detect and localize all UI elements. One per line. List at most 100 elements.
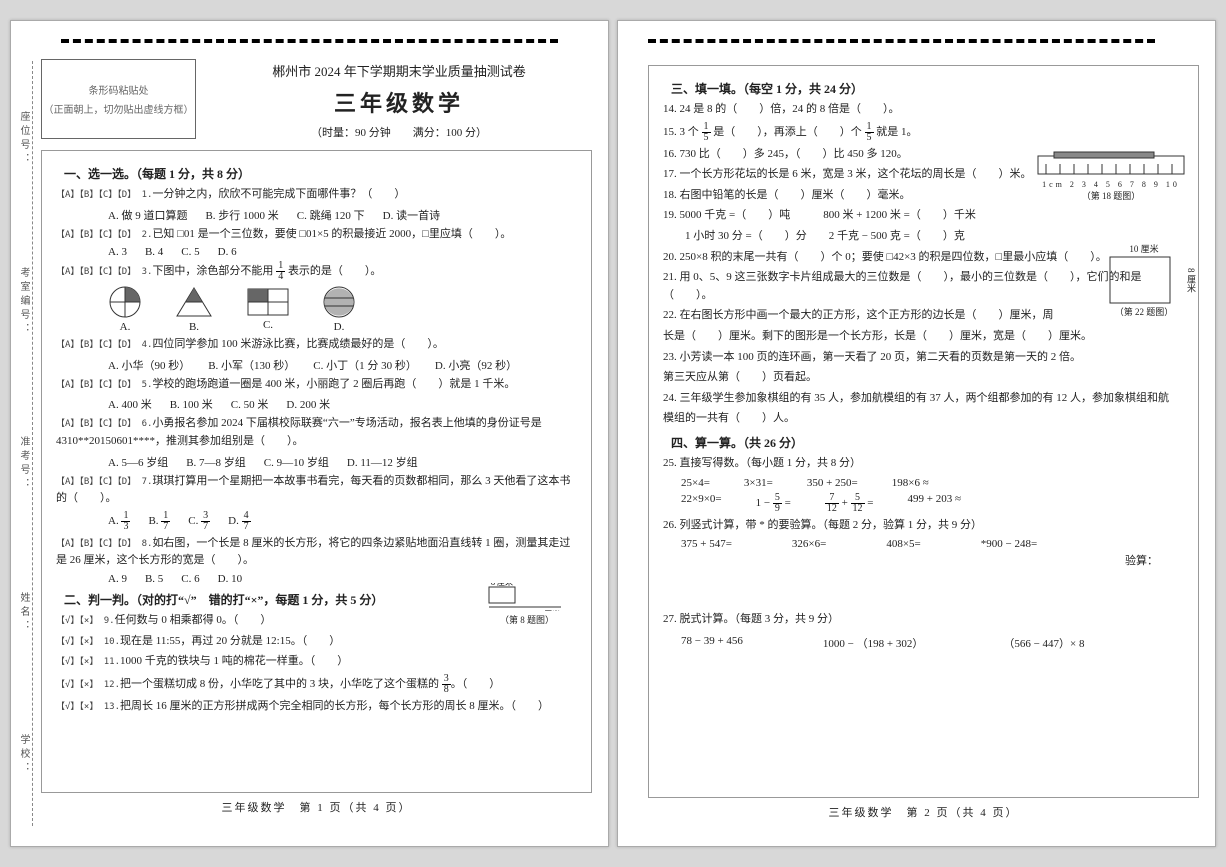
q1: 【A】【B】【C】【D】 1.一分钟之内，欣欣不可能完成下面哪件事？（ ） xyxy=(56,186,581,204)
q6: 【A】【B】【C】【D】 6.小勇报名参加 2024 下届棋校际联赛“六一”专场… xyxy=(56,415,581,450)
page-2: 三、填一填。（每空 1 分，共 24 分） 14. 24 是 8 的（ ）倍，2… xyxy=(617,20,1216,847)
q7-bubbles[interactable]: 【A】【B】【C】【D】 7. xyxy=(56,475,152,489)
q5-opt-c: C. 50 米 xyxy=(231,396,269,412)
content-frame-2: 三、填一填。（每空 1 分，共 24 分） 14. 24 是 8 的（ ）倍，2… xyxy=(648,65,1199,798)
q10-text: 现在是 11:55，再过 20 分就是 12:15。（ ） xyxy=(120,635,340,647)
q8-opt-b: B. 5 xyxy=(145,573,163,585)
rect-10x8-icon xyxy=(1108,255,1172,305)
q4-opt-b: B. 小军（130 秒） xyxy=(208,357,295,373)
fig8: 8 厘米26 厘米 （第 8 题图） xyxy=(487,583,567,626)
calc-5: 22×9×0= xyxy=(681,493,722,514)
q9-text: 任何数与 0 相乘都得 0。（ ） xyxy=(115,614,272,626)
q24b: 模组的一共有（ ）人。 xyxy=(663,410,1188,428)
side-label-examno: 准考号： xyxy=(16,436,31,492)
q4-opt-c: C. 小丁（1 分 30 秒） xyxy=(313,357,417,373)
calc-12: *900 − 248= xyxy=(981,538,1037,550)
q24a: 24. 三年级学生参加象棋组的有 35 人，参加航模组的有 37 人，两个组都参… xyxy=(663,390,1188,408)
section4-head: 四、算一算。（共 26 分） xyxy=(671,434,1188,451)
q26-row: 375 + 547= 326×6= 408×5= *900 − 248= xyxy=(681,538,1188,550)
q8: 【A】【B】【C】【D】 8.如右图，一个长是 8 厘米的长方形，将它的四条边紧… xyxy=(56,535,581,570)
q1-opt-a: A. 做 9 道口算题 xyxy=(108,207,187,223)
q2: 【A】【B】【C】【D】 2.已知 □01 是一个三位数，要使 □01×5 的积… xyxy=(56,226,581,244)
verify-label: 验算： xyxy=(659,552,1158,568)
q13-bubbles[interactable]: 【√】【×】 13. xyxy=(56,700,120,714)
q1-bubbles[interactable]: 【A】【B】【C】【D】 1. xyxy=(56,188,152,202)
barcode-placeholder: 条形码粘贴处 （正面朝上，切勿贴出虚线方框） xyxy=(41,59,196,139)
q8-opt-a: A. 9 xyxy=(108,573,127,585)
q3-shape-d: D. xyxy=(322,285,356,333)
q7: 【A】【B】【C】【D】 7.琪琪打算用一个星期把一本故事书看完，每天看的页数都… xyxy=(56,473,581,508)
barcode-line2: （正面朝上，切勿贴出虚线方框） xyxy=(44,101,194,116)
q8-opt-d: D. 10 xyxy=(218,573,242,585)
q6-bubbles[interactable]: 【A】【B】【C】【D】 6. xyxy=(56,417,152,431)
q2-bubbles[interactable]: 【A】【B】【C】【D】 2. xyxy=(56,228,152,242)
circle-quarter-icon xyxy=(108,285,142,319)
q3-label-c: C. xyxy=(263,319,273,331)
q22b: 长是（ ）厘米。剩下的图形是一个长方形，长是（ ）厘米，宽是（ ）厘米。 xyxy=(663,328,1188,346)
expr-3: （566 − 447）× 8 xyxy=(1003,635,1084,651)
q2-opt-c: C. 5 xyxy=(181,246,199,258)
q5-opts: A. 400 米 B. 100 米 C. 50 米 D. 200 米 xyxy=(108,396,581,412)
calc-3: 350 + 250= xyxy=(807,477,858,489)
q25-row1: 25×4= 3×31= 350 + 250= 198×6 ≈ xyxy=(681,477,1188,489)
q2-opts: A. 3 B. 4 C. 5 D. 6 xyxy=(108,246,581,258)
header-row: 条形码粘贴处 （正面朝上，切勿贴出虚线方框） 郴州市 2024 年下学期期末学业… xyxy=(41,59,592,140)
q7-opt-a: A. 13 xyxy=(108,511,130,532)
q3-shape-b: B. xyxy=(174,285,214,333)
fig22-right: 8 厘米 xyxy=(1185,268,1198,293)
q4: 【A】【B】【C】【D】 4.四位同学参加 100 米游泳比赛，比赛成绩最好的是… xyxy=(56,336,581,354)
ruler-caption: （第 18 题图） xyxy=(1036,189,1186,202)
q4-text: 四位同学参加 100 米游泳比赛，比赛成绩最好的是（ ）。 xyxy=(152,338,444,350)
page-spread: 座位号： 考室编号： 准考号： 姓名： 学校： 条形码粘贴处 （正面朝上，切勿贴… xyxy=(10,20,1216,847)
q4-opt-a: A. 小华（90 秒） xyxy=(108,357,190,373)
q23a: 23. 小芳读一本 100 页的连环画，第一天看了 20 页，第二天看的页数是第… xyxy=(663,349,1188,367)
q7-opt-c: C. 37 xyxy=(188,511,210,532)
q3-text-a: 下图中，涂色部分不能用 xyxy=(152,265,276,277)
q11: 【√】【×】 11.1000 千克的铁块与 1 吨的棉花一样重。（ ） xyxy=(56,653,581,671)
q7-opt-b: B. 17 xyxy=(148,511,170,532)
q2-opt-d: D. 6 xyxy=(218,246,237,258)
calc-8: 499 + 203 ≈ xyxy=(908,493,962,514)
calc-4: 198×6 ≈ xyxy=(892,477,929,489)
calc-9: 375 + 547= xyxy=(681,538,732,550)
q5: 【A】【B】【C】【D】 5.学校的跑场跑道一圈是 400 米，小丽跑了 2 圈… xyxy=(56,376,581,394)
fig22-top: 10 厘米 xyxy=(1108,242,1180,255)
q1-text: 一分钟之内，欣欣不可能完成下面哪件事？（ ） xyxy=(152,188,405,200)
q12-bubbles[interactable]: 【√】【×】 12. xyxy=(56,678,120,692)
q6-opt-b: B. 7—8 岁组 xyxy=(186,454,246,470)
svg-text:8 厘米: 8 厘米 xyxy=(491,583,513,587)
q8-bubbles[interactable]: 【A】【B】【C】【D】 8. xyxy=(56,537,152,551)
calc-1: 25×4= xyxy=(681,477,710,489)
calc-10: 326×6= xyxy=(792,538,826,550)
q3: 【A】【B】【C】【D】 3.下图中，涂色部分不能用 14 表示的是（ ）。 xyxy=(56,261,581,282)
q3-bubbles[interactable]: 【A】【B】【C】【D】 3. xyxy=(56,265,152,279)
exam-timing: （时量：90 分钟 满分：100 分） xyxy=(206,124,592,140)
q6-opt-a: A. 5—6 岁组 xyxy=(108,454,168,470)
q9-bubbles[interactable]: 【√】【×】 9. xyxy=(56,614,115,628)
q4-bubbles[interactable]: 【A】【B】【C】【D】 4. xyxy=(56,338,152,352)
q3-shape-a: A. xyxy=(108,285,142,333)
ruler-icon xyxy=(1036,150,1186,180)
q1-opt-d: D. 读一首诗 xyxy=(383,207,440,223)
q5-bubbles[interactable]: 【A】【B】【C】【D】 5. xyxy=(56,378,152,392)
q14: 14. 24 是 8 的（ ）倍，24 的 8 倍是（ ）。 xyxy=(663,101,1188,119)
q10-bubbles[interactable]: 【√】【×】 10. xyxy=(56,635,120,649)
q5-opt-d: D. 200 米 xyxy=(286,396,330,412)
q5-opt-b: B. 100 米 xyxy=(170,396,213,412)
q26-head: 26. 列竖式计算，带 * 的要验算。（每题 2 分，验算 1 分，共 9 分） xyxy=(663,517,1188,535)
side-label-seat: 座位号： xyxy=(16,111,31,167)
q25-row2: 22×9×0= 1 − 59 = 712 + 512 = 499 + 203 ≈ xyxy=(681,493,1188,514)
q5-text: 学校的跑场跑道一圈是 400 米，小丽跑了 2 圈后再跑（ ）就是 1 千米。 xyxy=(152,378,515,390)
calc-6: 1 − 59 = xyxy=(756,493,791,514)
q3-text-b: 表示的是（ ）。 xyxy=(285,265,381,277)
q6-opt-d: D. 11—12 岁组 xyxy=(347,454,418,470)
section1-head: 一、选一选。（每题 1 分，共 8 分） xyxy=(64,165,581,182)
q8-opt-c: C. 6 xyxy=(181,573,199,585)
q3-shapes: A. B. C. D. xyxy=(108,285,581,333)
frac-3-8: 38 xyxy=(442,674,451,695)
barcode-line1: 条形码粘贴处 xyxy=(89,82,149,97)
binding-margin: 座位号： 考室编号： 准考号： 姓名： 学校： xyxy=(15,61,33,826)
expr-1: 78 − 39 + 456 xyxy=(681,635,743,651)
q11-bubbles[interactable]: 【√】【×】 11. xyxy=(56,655,120,669)
q25-head: 25. 直接写得数。（每小题 1 分，共 8 分） xyxy=(663,455,1188,473)
